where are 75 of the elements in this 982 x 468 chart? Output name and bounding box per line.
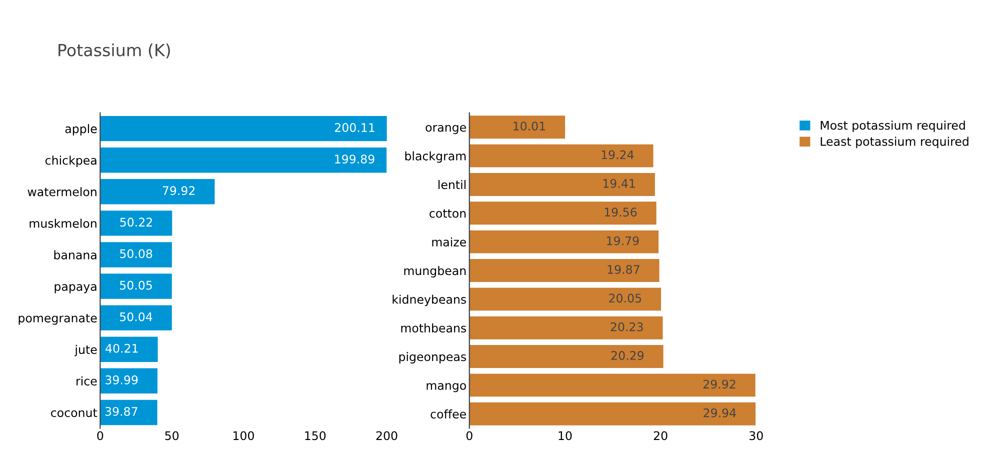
- data-label: 39.87: [105, 406, 138, 416]
- data-label: 50.05: [120, 280, 152, 290]
- y-tick-label: watermelon: [28, 187, 96, 196]
- y-tick-label: coconut: [51, 408, 98, 418]
- y-tick-label: mango: [426, 383, 466, 392]
- y-tick-label: mothbeans: [401, 323, 466, 333]
- bar: [469, 202, 656, 225]
- data-label: 29.94: [704, 408, 736, 418]
- x-tick-label: 0: [466, 431, 472, 440]
- data-label: 50.22: [120, 218, 152, 227]
- y-tick-label: chickpea: [45, 156, 96, 168]
- data-label: 39.99: [106, 375, 138, 384]
- y-tick-label: apple: [65, 124, 97, 136]
- bar: [469, 345, 664, 368]
- x-tick-label: 150: [305, 431, 326, 440]
- bar: [100, 400, 158, 426]
- bar: [469, 259, 660, 282]
- data-label: 40.21: [106, 344, 138, 353]
- bar: [100, 242, 172, 268]
- data-label: 19.79: [607, 236, 639, 246]
- bar: [469, 116, 566, 139]
- data-label: 50.04: [120, 312, 152, 322]
- y-tick-label: blackgram: [405, 151, 466, 163]
- y-tick-label: jute: [74, 344, 97, 356]
- bar: [100, 305, 172, 330]
- bar: [100, 147, 387, 173]
- y-tick-label: orange: [426, 125, 466, 134]
- bar: [100, 210, 172, 236]
- x-tick-label: 0: [97, 431, 104, 440]
- y-tick-label: rice: [76, 376, 97, 386]
- x-tick-label: 200: [376, 431, 398, 440]
- data-label: 19.87: [608, 265, 640, 274]
- bar: [100, 368, 158, 394]
- y-tick-label: coffee: [430, 409, 466, 419]
- data-label: 19.41: [603, 178, 635, 188]
- bar: [469, 144, 654, 168]
- data-label: 20.05: [609, 294, 642, 303]
- bar: [469, 173, 655, 196]
- y-tick-label: pomegranate: [18, 314, 97, 325]
- data-label: 200.11: [334, 123, 374, 132]
- x-tick-label: 50: [165, 431, 179, 440]
- bar: [100, 274, 172, 299]
- data-label: 199.89: [335, 154, 374, 164]
- chart-title: Potassium (K): [58, 43, 170, 58]
- x-tick-label: 100: [233, 431, 254, 440]
- y-tick-label: banana: [54, 250, 96, 260]
- y-tick-label: papaya: [54, 284, 96, 294]
- data-label: 10.01: [514, 122, 545, 131]
- data-label: 50.08: [120, 249, 152, 258]
- bar: [469, 374, 756, 397]
- data-label: 19.24: [602, 150, 634, 160]
- data-label: 19.56: [604, 208, 637, 217]
- bar: [100, 116, 387, 142]
- y-tick-label: muskmelon: [30, 218, 96, 228]
- x-tick-label: 10: [558, 431, 572, 440]
- bar: [100, 179, 215, 204]
- y-tick-label: pigeonpeas: [399, 352, 466, 364]
- y-tick-label: mungbean: [404, 266, 466, 278]
- bar: [469, 402, 756, 426]
- bar: [469, 230, 659, 254]
- legend-label: Most potassium required: [820, 120, 965, 132]
- data-label: 29.92: [703, 380, 736, 389]
- y-tick-label: maize: [432, 237, 466, 246]
- y-tick-label: cotton: [430, 209, 466, 218]
- y-tick-label: lentil: [438, 180, 466, 190]
- bar: [469, 316, 663, 340]
- data-label: 20.29: [611, 351, 644, 360]
- bar: [100, 336, 158, 362]
- data-label: 20.23: [610, 322, 643, 332]
- y-tick-label: kidneybeans: [392, 294, 466, 306]
- x-tick-label: 20: [654, 431, 668, 440]
- legend-label: Least potassium required: [820, 136, 968, 148]
- bar: [469, 288, 662, 311]
- data-label: 79.92: [162, 186, 195, 196]
- x-tick-label: 30: [750, 431, 763, 440]
